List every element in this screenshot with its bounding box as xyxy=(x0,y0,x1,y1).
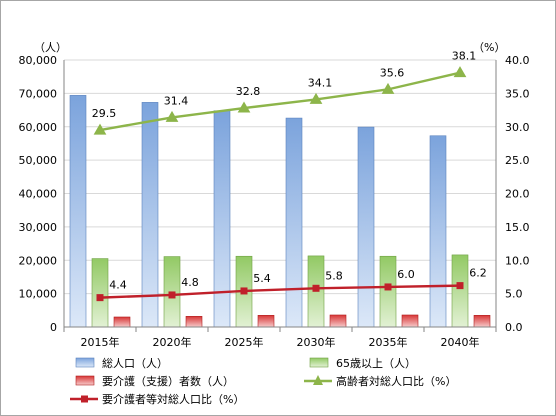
aged-ratio-point xyxy=(165,110,179,122)
legend-label: 65歳以上（人） xyxy=(336,357,416,370)
x-tick-label: 2025年 xyxy=(225,335,264,349)
bar-total-population xyxy=(429,135,447,328)
bar-care-required xyxy=(473,315,491,328)
care-ratio-label: 4.8 xyxy=(181,276,199,289)
bar-aged-65-plus xyxy=(379,255,397,328)
care-ratio-label: 6.2 xyxy=(469,267,487,280)
x-tick-label: 2040年 xyxy=(441,335,480,349)
bar-total-population xyxy=(357,126,375,328)
aged-ratio-point xyxy=(237,101,251,113)
aged-ratio-point xyxy=(93,123,107,135)
aged-ratio-label: 34.1 xyxy=(308,76,333,89)
care-ratio-point xyxy=(384,283,392,291)
lines-layer xyxy=(93,66,467,302)
care-ratio-line xyxy=(99,284,461,299)
bar-care-required xyxy=(113,316,131,328)
aged-ratio-label: 32.8 xyxy=(236,85,261,98)
right-tick-label: 25.0 xyxy=(505,154,530,167)
left-axis-unit: （人） xyxy=(34,41,67,54)
legend-label: 高齢者対総人口比（%） xyxy=(336,374,456,388)
bar-aged-65-plus xyxy=(451,254,469,328)
bar-total-population xyxy=(213,110,231,328)
aged-ratio-label: 31.4 xyxy=(164,94,189,107)
right-tick-label: 10.0 xyxy=(505,254,530,267)
legend-marker xyxy=(313,375,323,385)
aged-ratio-label: 35.6 xyxy=(380,66,405,79)
care-ratio-point xyxy=(312,284,320,292)
aged-ratio-point xyxy=(309,92,323,104)
bar-total-population xyxy=(69,95,87,328)
legend: 総人口（人） 65歳以上（人） 要介護（支援）者数（人） 高齢者対総人口比（%） 要介護… xyxy=(70,356,456,406)
x-tick-label: 2030年 xyxy=(297,335,336,349)
bar-care-required xyxy=(401,314,419,328)
right-tick-label: 35.0 xyxy=(505,87,530,100)
left-tick-label: 0 xyxy=(50,321,57,334)
bar-total-population xyxy=(285,117,303,328)
left-tick-label: 40,000 xyxy=(19,188,58,201)
care-ratio-label: 4.4 xyxy=(109,279,127,292)
legend-swatch xyxy=(75,357,95,368)
labels-layer: 29.5 31.4 32.8 34.1 35.6 38.1 4.4 4.8 5.4 5.8 6.0 6… xyxy=(92,50,487,292)
x-tick-label: 2020年 xyxy=(153,335,192,349)
right-tick-label: 20.0 xyxy=(505,188,530,201)
legend-label: 要介護者等対総人口比（%） xyxy=(102,392,244,406)
legend-swatch xyxy=(75,375,95,386)
left-tick-label: 70,000 xyxy=(19,87,58,100)
care-ratio-label: 5.4 xyxy=(253,272,271,285)
bar-care-required xyxy=(257,315,275,328)
bar-total-population xyxy=(141,102,159,328)
aged-ratio-line xyxy=(99,71,461,132)
right-axis-unit: （%） xyxy=(473,41,505,54)
x-tick-label: 2015年 xyxy=(81,335,120,349)
left-tick-label: 30,000 xyxy=(19,221,58,234)
axes-layer: 0 0.0 10,000 5.0 20,000 10.0 30,000 15.0 40,000 2… xyxy=(19,41,530,349)
legend-swatch xyxy=(309,357,329,368)
left-tick-label: 60,000 xyxy=(19,121,58,134)
x-tick-label: 2035年 xyxy=(369,335,408,349)
care-ratio-point xyxy=(168,291,176,299)
left-tick-label: 80,000 xyxy=(19,54,58,67)
bar-aged-65-plus xyxy=(91,258,109,328)
right-tick-label: 5.0 xyxy=(505,288,523,301)
bars-layer xyxy=(69,95,491,328)
legend-marker xyxy=(81,395,88,403)
aged-ratio-label: 38.1 xyxy=(452,50,477,63)
left-tick-label: 20,000 xyxy=(19,254,58,267)
left-tick-label: 10,000 xyxy=(19,288,58,301)
care-ratio-point xyxy=(240,287,248,295)
aged-ratio-point xyxy=(381,82,395,94)
right-tick-label: 40.0 xyxy=(505,54,530,67)
legend-label: 要介護（支援）者数（人） xyxy=(102,374,234,388)
bar-care-required xyxy=(185,316,203,328)
care-ratio-label: 5.8 xyxy=(325,269,343,282)
left-tick-label: 50,000 xyxy=(19,154,58,167)
right-tick-label: 30.0 xyxy=(505,121,530,134)
aged-ratio-label: 29.5 xyxy=(92,107,117,120)
bar-care-required xyxy=(329,314,347,328)
aged-ratio-point xyxy=(453,66,467,78)
care-ratio-point xyxy=(456,282,464,290)
right-tick-label: 0.0 xyxy=(505,321,523,334)
legend-label: 総人口（人） xyxy=(102,356,168,370)
right-tick-label: 15.0 xyxy=(505,221,530,234)
care-ratio-point xyxy=(96,294,104,302)
care-ratio-label: 6.0 xyxy=(397,268,415,281)
